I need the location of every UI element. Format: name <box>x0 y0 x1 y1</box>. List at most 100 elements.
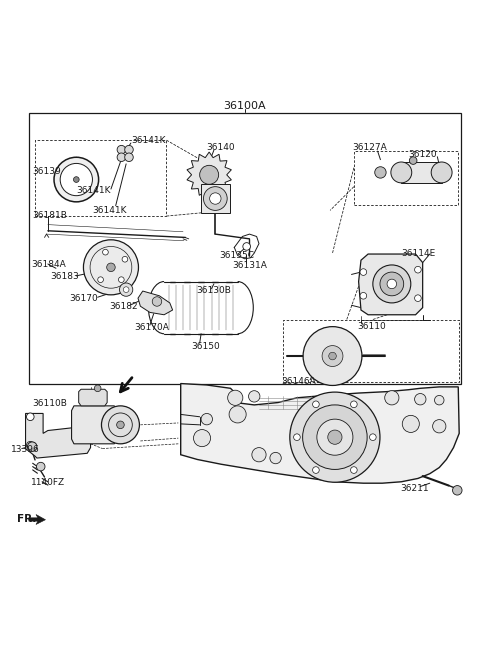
Text: 36211: 36211 <box>400 484 429 494</box>
Circle shape <box>243 243 251 250</box>
Text: 36131A: 36131A <box>232 261 267 270</box>
Circle shape <box>402 415 420 432</box>
Circle shape <box>252 447 266 462</box>
Polygon shape <box>359 254 423 315</box>
Text: 36100A: 36100A <box>223 101 266 111</box>
Text: 36170: 36170 <box>69 293 98 303</box>
Circle shape <box>123 287 129 292</box>
Polygon shape <box>72 406 117 443</box>
Text: 36110: 36110 <box>358 322 386 331</box>
Circle shape <box>434 395 444 405</box>
Polygon shape <box>187 152 231 197</box>
Circle shape <box>370 434 376 440</box>
Circle shape <box>98 277 103 282</box>
Text: 36184A: 36184A <box>31 259 66 268</box>
Circle shape <box>350 467 357 473</box>
Circle shape <box>322 345 343 367</box>
Polygon shape <box>29 515 46 524</box>
Text: 36141K: 36141K <box>76 186 111 195</box>
Text: 36141K: 36141K <box>92 207 126 215</box>
Text: 13396: 13396 <box>12 445 40 454</box>
Circle shape <box>431 162 452 183</box>
Polygon shape <box>79 390 107 406</box>
Text: 36130B: 36130B <box>196 286 231 295</box>
Circle shape <box>204 187 227 211</box>
Circle shape <box>119 277 124 282</box>
Text: 36146A: 36146A <box>282 376 316 386</box>
Circle shape <box>384 391 399 405</box>
Text: 36135C: 36135C <box>219 251 254 260</box>
Circle shape <box>329 352 336 360</box>
Text: 36114E: 36114E <box>401 249 435 257</box>
Text: FR.: FR. <box>17 514 36 524</box>
Circle shape <box>373 265 411 303</box>
Polygon shape <box>138 291 173 315</box>
Circle shape <box>201 413 213 425</box>
Circle shape <box>290 392 380 482</box>
Circle shape <box>117 145 126 154</box>
Bar <box>29 113 461 384</box>
Circle shape <box>453 486 462 495</box>
Circle shape <box>229 406 246 423</box>
Text: 36140: 36140 <box>206 143 234 152</box>
Text: 36127A: 36127A <box>352 143 387 152</box>
Circle shape <box>391 162 412 183</box>
Circle shape <box>317 419 353 455</box>
Circle shape <box>27 442 37 451</box>
Circle shape <box>415 266 421 273</box>
Text: 1140FZ: 1140FZ <box>31 478 65 487</box>
Circle shape <box>103 249 108 255</box>
Circle shape <box>415 295 421 301</box>
Circle shape <box>60 163 93 195</box>
Circle shape <box>101 406 139 443</box>
Circle shape <box>228 390 243 405</box>
Circle shape <box>312 467 319 473</box>
Circle shape <box>350 401 357 407</box>
Text: 36120: 36120 <box>408 151 437 159</box>
Circle shape <box>125 153 133 161</box>
Circle shape <box>117 153 126 161</box>
Circle shape <box>26 413 34 420</box>
Text: 36139: 36139 <box>33 167 61 176</box>
Circle shape <box>26 442 34 449</box>
Circle shape <box>380 272 404 296</box>
Circle shape <box>210 193 221 204</box>
Circle shape <box>125 145 133 154</box>
Circle shape <box>294 434 300 440</box>
Circle shape <box>84 240 138 295</box>
Circle shape <box>387 279 396 289</box>
Circle shape <box>107 263 115 272</box>
Text: 36150: 36150 <box>191 342 220 351</box>
Polygon shape <box>180 384 459 483</box>
Circle shape <box>409 157 417 164</box>
Circle shape <box>360 268 367 276</box>
Circle shape <box>120 283 133 296</box>
Circle shape <box>415 393 426 405</box>
Circle shape <box>193 430 211 447</box>
Circle shape <box>54 157 98 202</box>
Circle shape <box>360 292 367 299</box>
Circle shape <box>303 326 362 386</box>
Circle shape <box>375 166 386 178</box>
Circle shape <box>328 430 342 444</box>
Circle shape <box>432 420 446 433</box>
Circle shape <box>249 391 260 402</box>
Circle shape <box>312 401 319 407</box>
Circle shape <box>95 385 101 392</box>
Circle shape <box>36 463 45 471</box>
Circle shape <box>270 452 281 464</box>
Circle shape <box>200 165 219 184</box>
Text: 36182: 36182 <box>109 302 138 311</box>
Text: 36110B: 36110B <box>33 399 68 407</box>
Circle shape <box>73 177 79 182</box>
Circle shape <box>152 297 162 306</box>
Bar <box>201 184 229 213</box>
Circle shape <box>117 421 124 428</box>
Bar <box>401 162 442 183</box>
Text: 36141K: 36141K <box>131 136 166 145</box>
Text: 36183: 36183 <box>50 272 79 282</box>
Text: 36181B: 36181B <box>33 211 68 220</box>
Text: 36170A: 36170A <box>135 323 169 332</box>
Polygon shape <box>25 413 91 458</box>
Circle shape <box>302 405 367 469</box>
